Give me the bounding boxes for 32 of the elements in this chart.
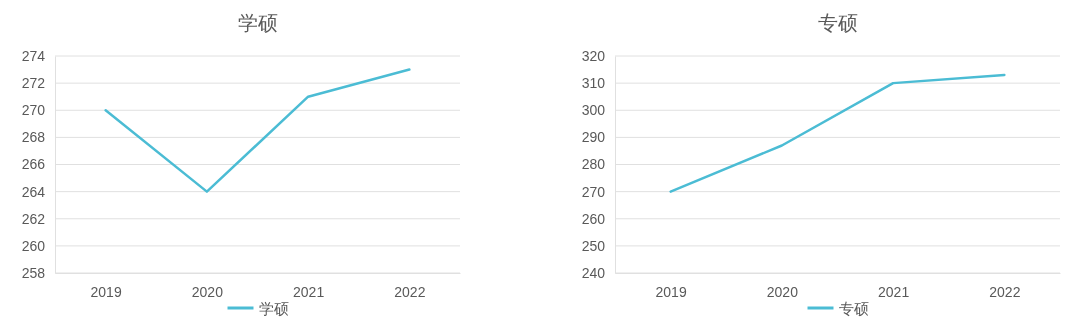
y-tick-label: 258: [21, 264, 46, 281]
line-series: [104, 68, 411, 193]
y-tick-label: 260: [581, 210, 606, 227]
x-tick-label: 2022: [989, 283, 1021, 300]
y-tick-label: 260: [21, 237, 46, 254]
y-tick-label: 290: [581, 129, 606, 146]
y-tick-label: 264: [21, 183, 46, 200]
legend-label: 学硕: [258, 300, 289, 318]
x-tick-label: 2019: [90, 283, 122, 300]
y-tick-label: 270: [21, 102, 46, 119]
y-tick-label: 280: [581, 156, 606, 173]
y-tick-label: 250: [581, 237, 606, 254]
y-tick-label: 266: [21, 156, 46, 173]
line-series: [669, 73, 1006, 193]
chart-title: 专硕: [817, 11, 858, 35]
y-tick-label: 268: [21, 129, 46, 146]
x-tick-label: 2019: [655, 283, 687, 300]
legend-label: 专硕: [838, 300, 869, 318]
x-tick-label: 2021: [878, 283, 910, 300]
y-tick-label: 262: [21, 210, 46, 227]
x-tick-label: 2021: [293, 283, 325, 300]
x-tick-label: 2020: [766, 283, 799, 300]
y-tick-label: 310: [581, 75, 606, 92]
x-tick-label: 2022: [394, 283, 426, 300]
y-tick-label: 270: [581, 183, 606, 200]
chart-title: 学硕: [237, 11, 278, 35]
y-tick-label: 272: [21, 75, 46, 92]
y-tick-label: 274: [21, 47, 46, 64]
x-tick-label: 2020: [191, 283, 224, 300]
y-tick-label: 320: [581, 47, 606, 64]
y-tick-label: 240: [581, 264, 606, 281]
y-tick-label: 300: [581, 102, 606, 119]
